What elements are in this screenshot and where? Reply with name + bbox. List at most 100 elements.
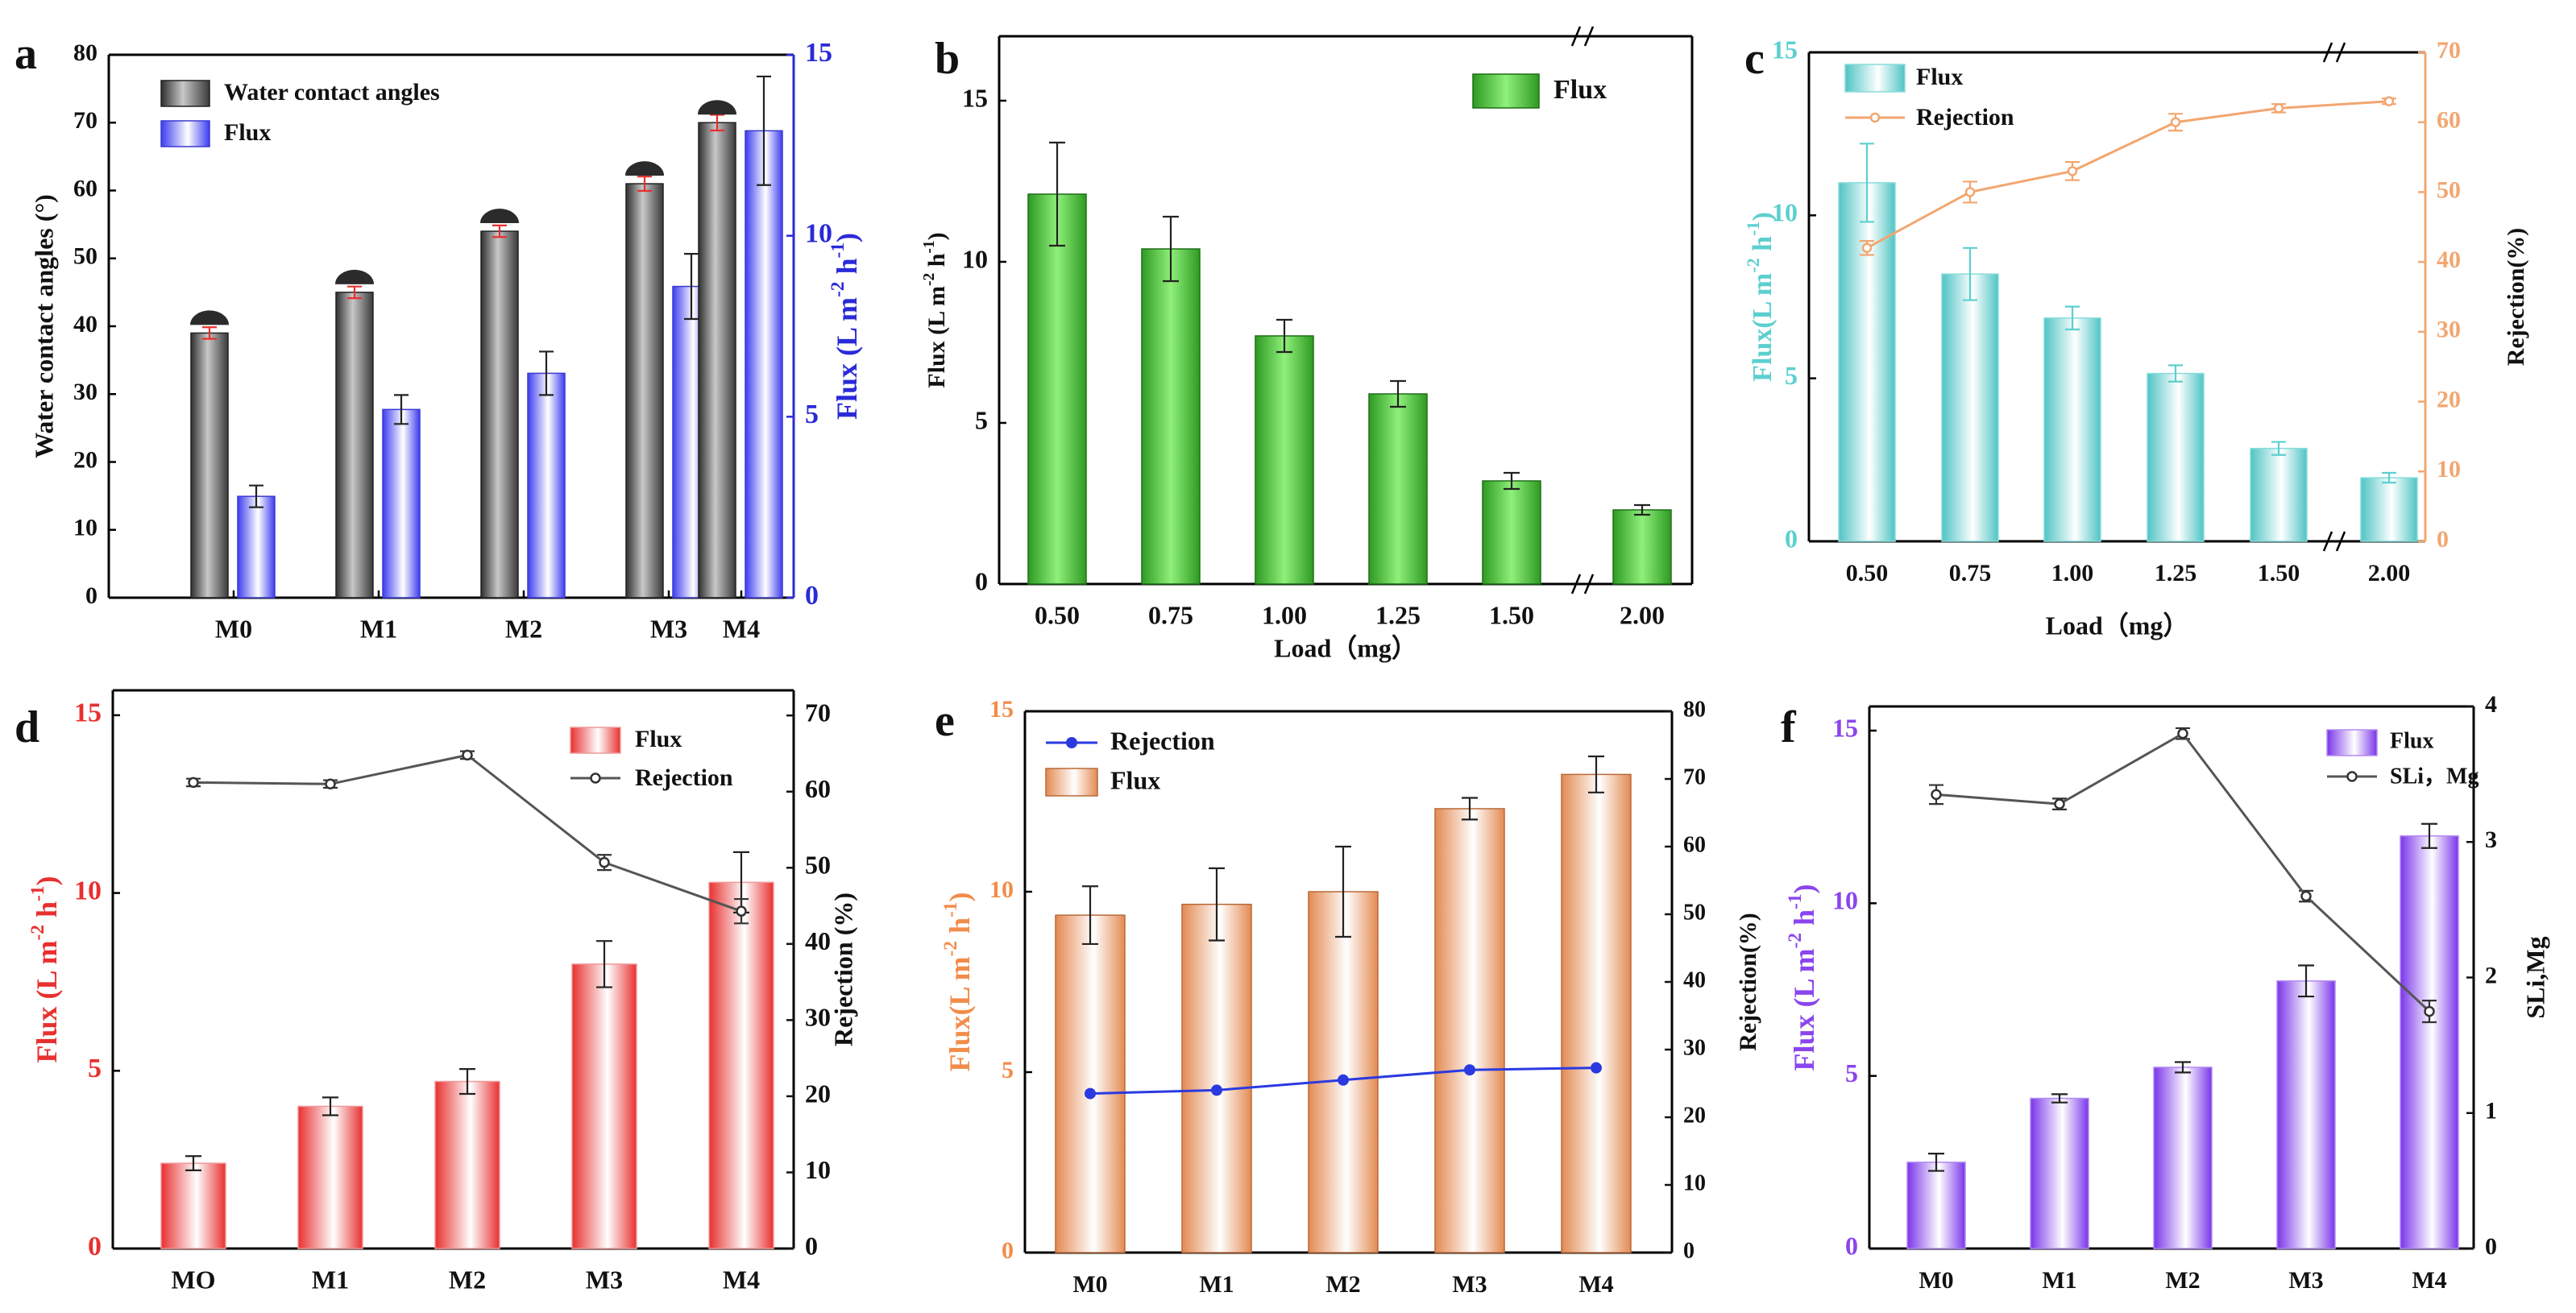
point-rejection (1211, 1084, 1222, 1096)
y-tick-label-right: 70 (2437, 37, 2461, 64)
bar-flux (1368, 393, 1428, 585)
y-tick-label-right: 2 (2485, 962, 2497, 988)
bar-flux (2153, 1067, 2213, 1249)
x-tick-label: 0.50 (1035, 600, 1080, 629)
legend-label-flux: Flux (224, 119, 271, 146)
y-tick-label-right: 40 (1683, 967, 1706, 992)
axis-break-mark (1570, 26, 1582, 47)
error-bar-flux (1634, 503, 1650, 516)
error-bar-flux (1049, 141, 1065, 247)
y-tick-label: 70 (73, 107, 97, 134)
error-bar-flux (1963, 246, 1977, 301)
bar-flux (434, 1080, 500, 1249)
legend-marker-rejection (1066, 737, 1077, 748)
y-axis-label-right: Rejection (%) (828, 893, 857, 1046)
legend-label-contact-angle: Water contact angles (224, 79, 440, 106)
bar-flux (708, 881, 774, 1249)
point-selectivity (1931, 789, 1942, 801)
y-tick-label: 5 (1002, 1057, 1014, 1083)
x-tick-label: M0 (1072, 1271, 1107, 1298)
droplet-icon (625, 161, 664, 176)
bar-flux (1055, 914, 1126, 1253)
x-tick-label: M1 (312, 1265, 349, 1294)
y-tick-label: 15 (1832, 713, 1858, 742)
x-tick-label: M4 (723, 1265, 760, 1294)
error-bar-flux (2051, 1093, 2068, 1104)
bar-contact-angle (625, 183, 664, 599)
error-bar-flux (2175, 1061, 2191, 1074)
y-tick-label: 0 (88, 1232, 102, 1261)
y-tick-label: 10 (74, 876, 102, 905)
x-tick-label: M3 (2288, 1267, 2323, 1294)
legend-label-rejection: Rejection (1916, 104, 2014, 130)
y-tick-label-right: 30 (805, 1003, 831, 1032)
error-bar-contact-angle (492, 224, 507, 238)
y-tick-label-right: 0 (1683, 1238, 1695, 1263)
bar-flux (2400, 835, 2459, 1249)
error-bar-flux (249, 484, 263, 508)
y-tick-label-right: 10 (805, 218, 832, 248)
point-selectivity (2424, 1005, 2435, 1017)
point-rejection (1085, 1087, 1096, 1100)
x-tick-label: MO (171, 1265, 215, 1294)
x-tick-label: 1.00 (1262, 600, 1307, 629)
y-tick-label: 10 (962, 244, 988, 273)
bar-flux (2250, 447, 2308, 542)
y-tick-label: 15 (962, 83, 988, 112)
y-axis-label-right: Flux (L m-2 h-1) (828, 233, 863, 420)
y-tick-label-right: 80 (1683, 697, 1706, 722)
legend-swatch-flux (2326, 729, 2378, 756)
y-axis-label-left: Flux (L m-2 h-1) (27, 876, 63, 1062)
y-tick-label-right: 50 (2437, 176, 2461, 203)
error-bar-flux (459, 1067, 475, 1096)
panel-letter: c (1744, 34, 1765, 84)
bar-flux (1308, 891, 1379, 1253)
y-tick-label: 10 (989, 876, 1014, 903)
axis-break-bottom (2322, 531, 2346, 552)
x-tick-label: M1 (1199, 1271, 1234, 1298)
x-tick-label: 1.50 (2258, 560, 2300, 586)
y-axis-label-left: Flux (L m-2 h-1) (1785, 884, 1820, 1071)
y-tick-label-right: 60 (2437, 107, 2461, 134)
error-bar-flux (2298, 964, 2314, 998)
droplet-icon (335, 269, 374, 284)
legend-label-flux: Flux (635, 726, 682, 752)
point-selectivity (2054, 798, 2065, 810)
panel-b-frame (998, 35, 1694, 586)
y-tick-label-right: 15 (805, 38, 832, 68)
x-tick-label: M0 (1919, 1267, 1953, 1294)
legend-marker-rejection (590, 772, 601, 784)
panel-letter: b (935, 34, 960, 84)
x-tick-label: M1 (360, 614, 397, 643)
error-bar-contact-angle (202, 326, 217, 340)
y-tick-label-right: 20 (1683, 1103, 1706, 1128)
bar-flux (297, 1105, 363, 1249)
point-rejection (1464, 1064, 1475, 1076)
panel-letter: e (935, 696, 955, 746)
point-rejection (325, 778, 336, 790)
x-tick-label: 2.00 (1620, 600, 1665, 629)
bar-contact-angle (190, 332, 229, 599)
bar-contact-angle (698, 122, 736, 599)
y-tick-label-right: 20 (805, 1079, 831, 1108)
bar-flux (237, 495, 276, 599)
y-tick-label-right: 70 (805, 698, 831, 727)
y-tick-label: 5 (88, 1054, 102, 1083)
x-tick-label: M3 (650, 614, 687, 643)
y-axis-label-left: Flux(L m-2 h-1) (1743, 212, 1777, 382)
point-rejection (1964, 187, 1976, 197)
point-selectivity (2300, 890, 2312, 902)
bar-flux (2147, 372, 2205, 542)
error-bar-flux (539, 350, 554, 396)
legend-marker-selectivity (2346, 771, 2358, 782)
legend-label-flux: Flux (1553, 75, 1607, 105)
error-bar-flux (596, 940, 612, 988)
bar-flux (527, 372, 566, 599)
point-rejection (1591, 1062, 1602, 1074)
y-tick-label: 0 (1785, 524, 1798, 553)
droplet-icon (480, 209, 519, 224)
y-tick-label: 0 (85, 582, 97, 609)
y-axis-label-right: SLi,Mg (2520, 936, 2549, 1018)
y-tick-label: 5 (1845, 1058, 1858, 1087)
legend-label-selectivity: SLi，Mg (2390, 764, 2479, 789)
